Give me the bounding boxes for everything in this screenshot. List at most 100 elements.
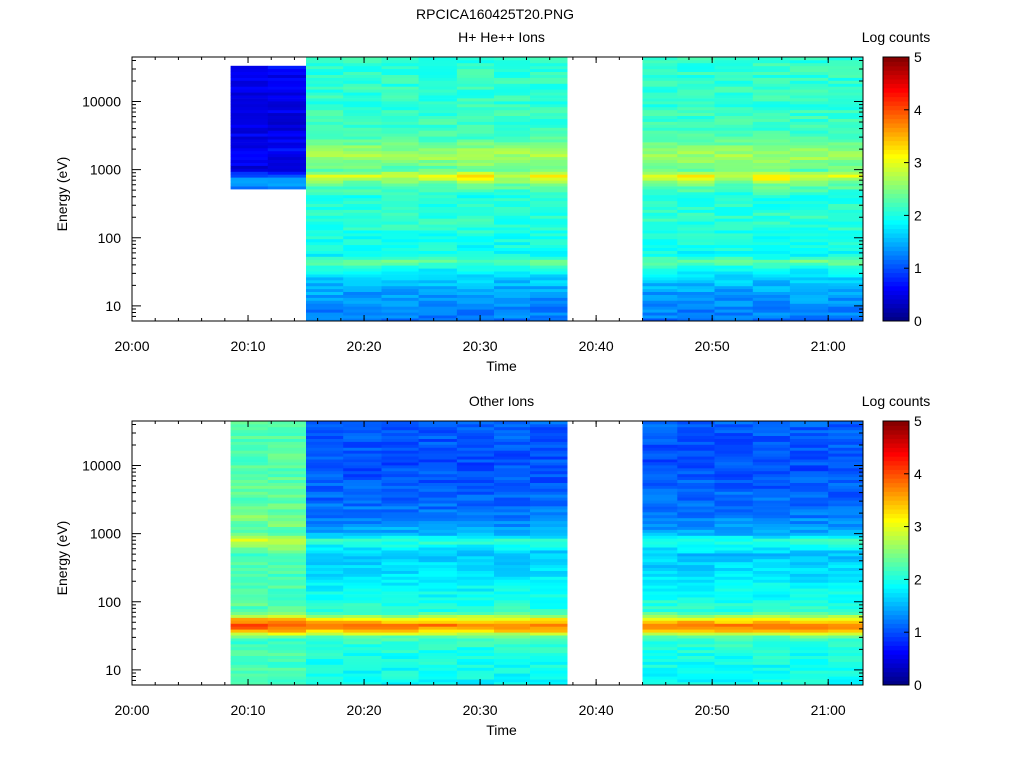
heatmap-cell <box>714 318 754 322</box>
heatmap-cell <box>267 526 307 530</box>
heatmap-cell <box>752 303 791 307</box>
heatmap-cell <box>456 130 495 134</box>
heatmap-cell <box>381 277 419 281</box>
heatmap-cell <box>828 194 864 199</box>
heatmap-cell <box>494 277 531 281</box>
heatmap-cell <box>306 599 344 604</box>
heatmap-cell <box>494 112 531 116</box>
heatmap-cell <box>381 670 419 674</box>
heatmap-cell <box>828 265 864 269</box>
heatmap-cell <box>230 673 269 677</box>
heatmap-cell <box>230 112 269 116</box>
heatmap-cell <box>381 523 419 527</box>
colorbar-segment <box>883 105 909 111</box>
heatmap-cell <box>494 300 531 304</box>
heatmap-cell <box>530 250 568 254</box>
colorbar-segment <box>883 241 909 247</box>
heatmap-cell <box>789 652 829 656</box>
heatmap-cell <box>530 670 568 674</box>
heatmap-cell <box>418 661 458 665</box>
heatmap-cell <box>752 421 791 425</box>
heatmap-cell <box>306 221 344 225</box>
heatmap-cell <box>642 485 678 489</box>
heatmap-cell <box>789 235 829 240</box>
colorbar-segment <box>883 224 909 230</box>
heatmap-cell <box>343 632 382 636</box>
heatmap-cell <box>789 92 829 96</box>
heatmap-cell <box>752 503 791 507</box>
heatmap-cell <box>418 462 458 466</box>
heatmap-cell <box>642 602 678 607</box>
heatmap-cell <box>494 68 531 72</box>
heatmap-cell <box>642 106 678 111</box>
heatmap-cell <box>381 291 419 295</box>
heatmap-cell <box>343 485 382 489</box>
heatmap-cell <box>306 611 344 615</box>
heatmap-cell <box>418 467 458 472</box>
heatmap-cell <box>752 658 791 662</box>
heatmap-cell <box>752 423 791 428</box>
heatmap-cell <box>677 218 715 222</box>
heatmap-cell <box>752 103 791 108</box>
y-tick-label: 10 <box>105 298 121 314</box>
heatmap-cell <box>752 300 791 304</box>
heatmap-cell <box>343 509 382 513</box>
heatmap-cell <box>418 599 458 604</box>
heatmap-cell <box>456 101 495 105</box>
heatmap-cell <box>789 233 829 237</box>
heatmap-cell <box>714 532 754 536</box>
heatmap-cell <box>714 150 754 155</box>
heatmap-cell <box>642 632 678 636</box>
heatmap-cell <box>267 547 307 551</box>
heatmap-cell <box>789 459 829 463</box>
heatmap-cell <box>418 197 458 202</box>
heatmap-cell <box>642 482 678 486</box>
heatmap-cell <box>381 576 419 580</box>
heatmap-cell <box>343 300 382 304</box>
heatmap-cell <box>381 467 419 472</box>
heatmap-cell <box>267 573 307 577</box>
heatmap-cell <box>456 462 495 466</box>
heatmap-cell <box>418 597 458 601</box>
heatmap-cell <box>494 291 531 295</box>
heatmap-cell <box>343 244 382 248</box>
heatmap-cell <box>306 582 344 586</box>
heatmap-cell <box>494 667 531 671</box>
colorbar-segment <box>883 92 909 98</box>
heatmap-cell <box>494 555 531 560</box>
heatmap-cell <box>677 230 715 234</box>
heatmap-cell <box>418 547 458 551</box>
heatmap-cell <box>677 614 715 618</box>
heatmap-cell <box>494 74 531 78</box>
heatmap-cell <box>456 209 495 213</box>
heatmap-cell <box>752 555 791 560</box>
heatmap-cell <box>381 230 419 234</box>
heatmap-cell <box>677 558 715 563</box>
colorbar-segment <box>883 425 909 431</box>
heatmap-cell <box>752 676 791 680</box>
heatmap-cell <box>418 71 458 75</box>
heatmap-cell <box>418 491 458 495</box>
heatmap-cell <box>418 95 458 99</box>
heatmap-cell <box>828 218 864 222</box>
colorbar-segment <box>883 451 909 457</box>
heatmap-cell <box>230 450 269 454</box>
heatmap-cell <box>306 256 344 260</box>
heatmap-cell <box>230 153 269 158</box>
heatmap-cell <box>456 670 495 674</box>
heatmap-cell <box>381 655 419 659</box>
heatmap-cell <box>677 470 715 475</box>
heatmap-cell <box>530 315 568 319</box>
heatmap-cell <box>267 174 307 178</box>
heatmap-cell <box>456 171 495 175</box>
heatmap-cell <box>714 68 754 72</box>
heatmap-cell <box>714 553 754 557</box>
heatmap-cell <box>828 200 864 204</box>
heatmap-cell <box>752 470 791 475</box>
heatmap-cell <box>677 421 715 425</box>
heatmap-cell <box>230 652 269 656</box>
heatmap-cell <box>418 165 458 169</box>
heatmap-cell <box>381 620 419 624</box>
heatmap-cell <box>267 109 307 114</box>
heatmap-cell <box>418 77 458 81</box>
